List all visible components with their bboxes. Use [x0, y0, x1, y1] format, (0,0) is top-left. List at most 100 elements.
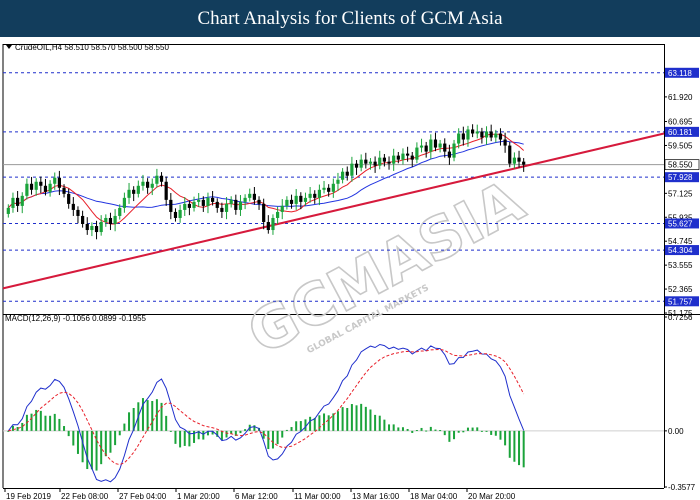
candle-body: [489, 131, 493, 138]
price-tick-label: 57.125: [668, 189, 693, 198]
macd-histogram-bar: [388, 424, 391, 431]
macd-histogram-bar: [211, 430, 214, 435]
horizontal-levels: [3, 72, 664, 302]
candle-body: [266, 221, 270, 231]
macd-histogram-bar: [21, 422, 24, 431]
candle-body: [461, 133, 465, 140]
candle-body: [494, 133, 498, 138]
macd-histogram-bar: [123, 423, 126, 431]
macd-histogram-bar: [415, 430, 418, 432]
candle-body: [452, 143, 456, 158]
macd-histogram-bar: [406, 429, 409, 431]
candle-body: [211, 197, 215, 202]
candle-body: [522, 161, 526, 165]
macd-histogram-bar: [118, 430, 121, 436]
candle-body: [480, 131, 484, 138]
candle-body: [512, 157, 516, 164]
macd-histogram-bar: [76, 430, 79, 454]
candle-body: [29, 183, 34, 190]
candle-body: [471, 129, 475, 134]
macd-histogram-bar: [439, 430, 442, 432]
candle-body: [11, 197, 15, 208]
price-tick-label: 55.935: [668, 213, 693, 222]
macd-histogram-bar: [332, 413, 335, 431]
current-price-label: 58.550: [668, 161, 693, 170]
price-panel-label: CrudeOIL,H4 58.510 58.570 58.500 58.550: [15, 43, 169, 52]
candle-body: [178, 209, 182, 218]
candle-body: [466, 129, 470, 140]
time-axis: 19 Feb 2019 22 Feb 08:00 27 Feb 04:00 1 Mar…: [4, 488, 516, 500]
candle-body: [457, 133, 461, 144]
macd-histogram-bar: [285, 429, 288, 431]
macd-histogram-bar: [453, 430, 456, 440]
candle-body: [229, 199, 233, 204]
macd-histogram-bar: [290, 427, 293, 431]
macd-histogram-bar: [522, 430, 525, 468]
candle-body: [401, 153, 405, 160]
price-tick-label: 54.745: [668, 237, 693, 246]
candle-body: [159, 175, 164, 182]
macd-histogram-bar: [360, 403, 363, 431]
candle-body: [81, 215, 85, 225]
candle-body: [155, 175, 159, 184]
price-tick-label: 53.555: [668, 261, 693, 270]
level-tag: [665, 126, 699, 137]
macd-histogram-bar: [183, 430, 186, 446]
macd-histogram-bar: [114, 430, 117, 446]
level-tag: [665, 245, 699, 256]
candle-body: [104, 217, 108, 222]
macd-histogram-bar: [480, 430, 483, 432]
candle-body: [67, 193, 71, 204]
macd-histogram-bar: [174, 430, 177, 444]
time-tick-label: 13 Mar 16:00: [352, 492, 400, 500]
candle-body: [20, 195, 24, 206]
level-tag-label: 51.757: [668, 297, 693, 306]
macd-histogram-bar: [508, 430, 511, 458]
candle-body: [141, 181, 145, 186]
macd-histogram-bar: [53, 413, 56, 431]
candle-body: [396, 155, 400, 160]
candle-body: [201, 199, 205, 206]
candle-body: [354, 163, 359, 168]
macd-histogram-bar: [476, 427, 479, 431]
macd-histogram-bar: [346, 407, 349, 431]
candle-body: [336, 179, 340, 184]
candle-body: [373, 161, 377, 166]
time-tick-label: 19 Feb 2019: [6, 492, 51, 500]
macd-histogram-bar: [193, 430, 196, 443]
candle-body: [424, 145, 428, 152]
macd-histogram-bar: [355, 405, 358, 431]
candle-body: [392, 155, 396, 164]
macd-histogram-bar: [490, 430, 493, 435]
macd-histogram-bar: [30, 413, 33, 431]
macd-histogram-bar: [90, 430, 93, 470]
macd-histogram-bar: [295, 421, 298, 431]
candle-body: [271, 217, 275, 231]
candle-body: [234, 199, 238, 210]
candle-body: [192, 201, 196, 208]
macd-histogram-bar: [401, 427, 404, 431]
macd-tick-label: -0.3577: [668, 483, 696, 492]
macd-histogram-bar: [95, 430, 98, 471]
macd-histogram-bar: [234, 430, 237, 436]
candle-body: [350, 163, 354, 176]
macd-histogram-bar: [318, 415, 321, 431]
time-tick-label: 20 Mar 20:00: [468, 492, 516, 500]
dropdown-arrow-icon[interactable]: [6, 45, 12, 49]
macd-histogram-bar: [276, 430, 279, 445]
candle-body: [108, 217, 113, 225]
candle-body: [341, 171, 345, 180]
candle-body: [345, 171, 349, 176]
candle-body: [16, 197, 20, 206]
candle-body: [183, 203, 187, 210]
macd-histogram-bar: [466, 427, 469, 431]
page-title: Chart Analysis for Clients of GCM Asia: [197, 8, 503, 29]
level-tag: [665, 67, 699, 78]
time-tick-label: 22 Feb 08:00: [61, 492, 109, 500]
macd-histogram-bar: [86, 430, 89, 470]
macd-histogram-bar: [128, 412, 131, 431]
macd-tick-label: 0.00: [668, 427, 684, 436]
macd-histogram-bar: [197, 430, 200, 440]
macd-histogram-bar: [35, 409, 38, 431]
macd-histogram-bar: [471, 427, 474, 431]
